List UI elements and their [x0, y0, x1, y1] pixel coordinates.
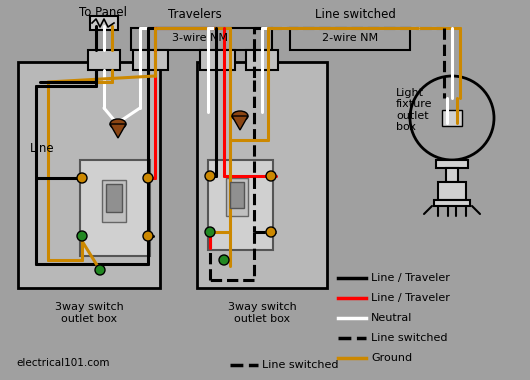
Circle shape: [266, 227, 276, 237]
Polygon shape: [110, 124, 126, 138]
Bar: [133, 50, 168, 70]
Circle shape: [77, 231, 87, 241]
Bar: [90, 16, 118, 30]
Text: 3way switch
outlet box: 3way switch outlet box: [227, 302, 296, 324]
Text: Line switched: Line switched: [371, 333, 447, 343]
Bar: [88, 50, 120, 70]
Bar: [226, 178, 248, 216]
Circle shape: [77, 173, 87, 183]
Polygon shape: [232, 116, 248, 130]
Text: Line / Traveler: Line / Traveler: [371, 293, 450, 303]
Bar: [446, 168, 458, 182]
Text: Neutral: Neutral: [371, 313, 412, 323]
Bar: [18, 62, 160, 288]
Circle shape: [219, 255, 229, 265]
Bar: [208, 160, 273, 250]
Circle shape: [95, 265, 105, 275]
Bar: [290, 28, 410, 50]
Ellipse shape: [232, 111, 248, 121]
Circle shape: [143, 173, 153, 183]
Text: 3way switch
outlet box: 3way switch outlet box: [55, 302, 123, 324]
Text: Ground: Ground: [371, 353, 412, 363]
Text: Line: Line: [30, 141, 55, 155]
Bar: [200, 50, 235, 70]
Bar: [106, 184, 122, 212]
Text: 3-wire NM: 3-wire NM: [172, 33, 228, 43]
Bar: [230, 182, 244, 208]
Circle shape: [266, 171, 276, 181]
Circle shape: [410, 76, 494, 160]
Text: electrical101.com: electrical101.com: [16, 358, 110, 368]
Text: Travelers: Travelers: [168, 8, 222, 21]
Bar: [442, 110, 462, 126]
Text: 2-wire NM: 2-wire NM: [322, 33, 378, 43]
Ellipse shape: [110, 119, 126, 129]
Circle shape: [205, 171, 215, 181]
Bar: [436, 160, 468, 168]
Text: Line / Traveler: Line / Traveler: [371, 273, 450, 283]
Circle shape: [143, 231, 153, 241]
Circle shape: [205, 227, 215, 237]
Bar: [438, 182, 466, 200]
Bar: [131, 28, 272, 50]
Text: Light
fixture
outlet
box: Light fixture outlet box: [396, 88, 432, 132]
Bar: [80, 160, 150, 256]
Bar: [197, 62, 327, 288]
Bar: [246, 50, 278, 70]
Text: Line switched: Line switched: [315, 8, 395, 21]
Bar: [102, 180, 126, 222]
Bar: [434, 200, 470, 206]
Text: Line switched: Line switched: [262, 360, 339, 370]
Text: To Panel: To Panel: [79, 6, 127, 19]
